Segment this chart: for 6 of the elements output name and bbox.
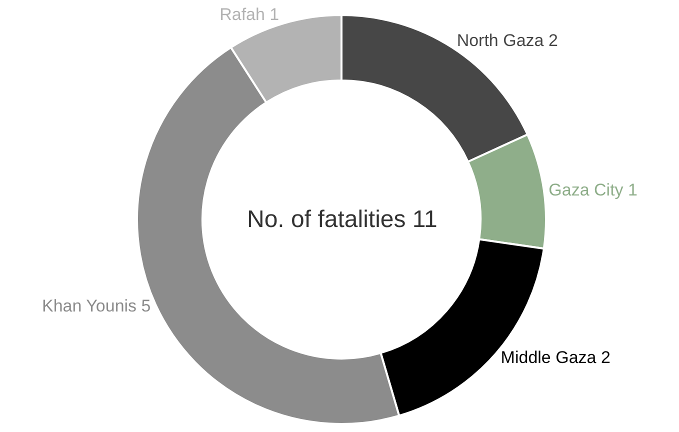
- slice-label: Khan Younis 5: [42, 296, 151, 316]
- slice-label: Middle Gaza 2: [500, 348, 610, 367]
- slice-label: North Gaza 2: [456, 31, 558, 50]
- text: No. of fatalities 11: [247, 206, 438, 233]
- slice-label: Rafah 1: [220, 5, 280, 24]
- slice-label: Gaza City 1: [548, 180, 638, 200]
